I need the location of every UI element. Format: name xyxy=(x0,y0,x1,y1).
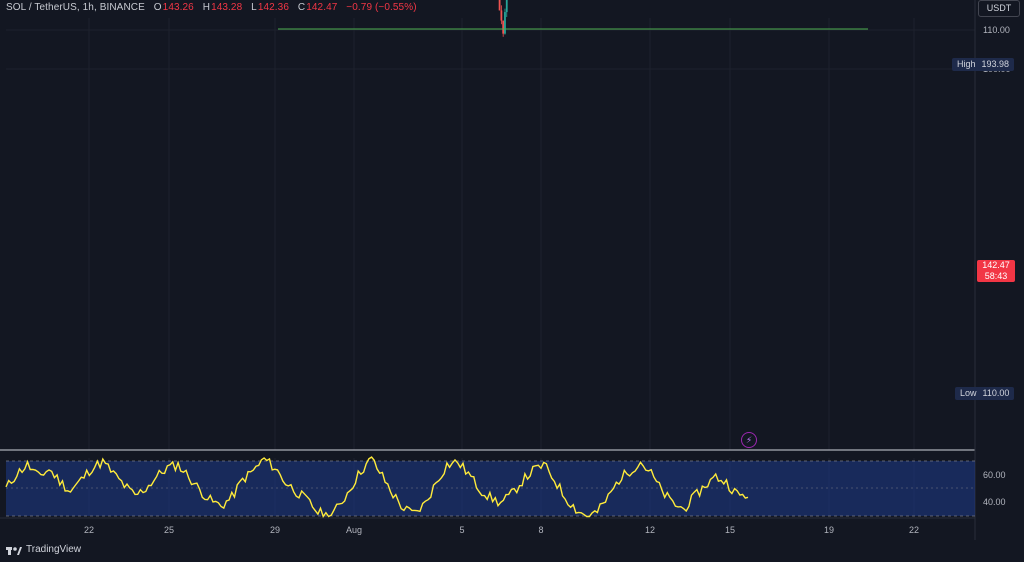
rsi-line xyxy=(5,456,749,519)
time-tick-label: 15 xyxy=(725,525,735,535)
high-price-tag: High 193.98 xyxy=(952,58,1015,71)
last-price-tag: 142.47 58:43 xyxy=(977,260,1015,282)
rsi-tick-label: 40.00 xyxy=(983,497,1006,507)
low-value: 142.36 xyxy=(257,2,289,13)
symbol-legend[interactable]: SOL / TetherUS, 1h, BINANCE O143.26 H143… xyxy=(6,2,417,13)
time-tick-label: 5 xyxy=(459,525,464,535)
candle-body xyxy=(505,0,508,13)
open-label: O xyxy=(153,2,162,13)
rsi-band xyxy=(6,461,975,516)
open-value: 143.26 xyxy=(162,2,194,13)
candlestick-series xyxy=(498,0,508,37)
candle-body xyxy=(498,0,501,11)
time-tick-label: 12 xyxy=(645,525,655,535)
time-tick-label: 29 xyxy=(270,525,280,535)
high-tag-value: 193.98 xyxy=(981,59,1010,69)
tradingview-logo[interactable]: TradingView xyxy=(6,544,81,555)
candle-body xyxy=(500,10,503,21)
candle-body xyxy=(502,20,505,34)
high-label: H xyxy=(202,2,211,13)
high-tag-label: High xyxy=(957,59,976,69)
chart-grid xyxy=(0,0,976,540)
time-tick-label: 8 xyxy=(538,525,543,535)
tradingview-label: TradingView xyxy=(26,544,82,555)
time-tick-label: 22 xyxy=(909,525,919,535)
rsi-pane: 60.00 40.00 xyxy=(5,456,1006,519)
low-price-tag: Low 110.00 xyxy=(955,387,1015,400)
tradingview-mark-icon xyxy=(6,546,22,555)
low-tag-label: Low xyxy=(960,388,977,398)
time-tick-label: Aug xyxy=(346,525,362,535)
rsi-tick-label: 60.00 xyxy=(983,470,1006,480)
symbol-name[interactable]: SOL / TetherUS, 1h, BINANCE xyxy=(6,2,145,13)
time-tick-label: 19 xyxy=(824,525,834,535)
candle-body xyxy=(504,12,506,34)
high-value: 143.28 xyxy=(211,2,243,13)
time-axis: 22 25 29 Aug 5 8 12 15 19 22 xyxy=(84,525,919,535)
price-tick-label: 110.00 xyxy=(983,25,1010,35)
last-price-value: 142.47 xyxy=(982,260,1010,270)
change-value: −0.79 (−0.55%) xyxy=(346,2,417,13)
time-tick-label: 25 xyxy=(164,525,174,535)
lightning-icon[interactable]: ⚡ xyxy=(741,432,757,448)
close-label: C xyxy=(297,2,306,13)
chart-overlays xyxy=(278,28,868,30)
low-label: L xyxy=(251,2,257,13)
close-value: 142.47 xyxy=(306,2,338,13)
time-tick-label: 22 xyxy=(84,525,94,535)
low-tag-value: 110.00 xyxy=(982,388,1010,398)
bar-countdown: 58:43 xyxy=(984,271,1008,281)
currency-button[interactable]: USDT xyxy=(978,0,1020,17)
